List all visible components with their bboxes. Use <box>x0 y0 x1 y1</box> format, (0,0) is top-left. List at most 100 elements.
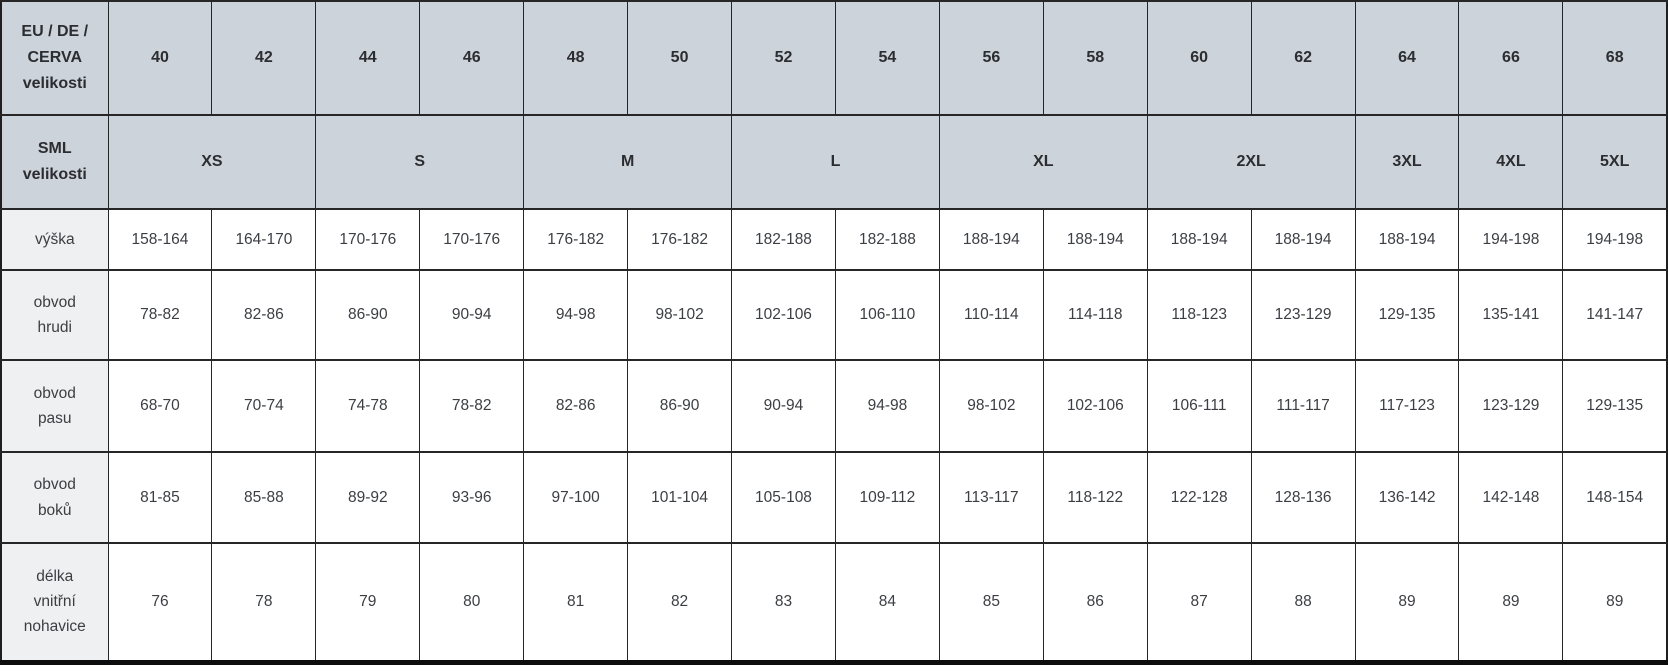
measurement-value-cell: 86-90 <box>627 359 733 453</box>
measurement-value-cell: 68-70 <box>107 359 213 453</box>
eu-size-header-cell: 58 <box>1042 0 1148 116</box>
measurement-value-cell: 81 <box>523 542 629 663</box>
measurement-value-cell: 110-114 <box>938 269 1044 361</box>
measurement-value-cell: 70-74 <box>211 359 317 453</box>
measurement-value-cell: 98-102 <box>627 269 733 361</box>
measurement-value-cell: 79 <box>315 542 421 663</box>
measurement-value-cell: 90-94 <box>419 269 525 361</box>
measurement-value-cell: 105-108 <box>731 451 836 544</box>
measurement-value-cell: 78 <box>211 542 317 663</box>
measurement-value-cell: 86 <box>1042 542 1148 663</box>
measurement-value-cell: 82-86 <box>211 269 317 361</box>
measurement-value-cell: 176-182 <box>627 208 733 271</box>
measurement-value-cell: 170-176 <box>419 208 525 271</box>
measurement-value-cell: 89 <box>1458 542 1564 663</box>
eu-size-header-cell: 48 <box>523 0 629 116</box>
measurement-value-cell: 106-111 <box>1146 359 1252 453</box>
measurement-row-label: obvod boků <box>0 451 109 544</box>
measurement-value-cell: 89 <box>1354 542 1460 663</box>
measurement-value-cell: 102-106 <box>731 269 836 361</box>
measurement-value-cell: 142-148 <box>1458 451 1564 544</box>
measurement-value-cell: 101-104 <box>627 451 733 544</box>
measurement-value-cell: 85 <box>938 542 1044 663</box>
measurement-value-cell: 98-102 <box>938 359 1044 453</box>
measurement-value-cell: 90-94 <box>731 359 836 453</box>
measurement-value-cell: 94-98 <box>523 269 629 361</box>
measurement-row-label: délka vnitřní nohavice <box>0 542 109 663</box>
measurement-value-cell: 109-112 <box>834 451 940 544</box>
measurement-value-cell: 80 <box>419 542 525 663</box>
sml-group-cell: XS <box>107 114 317 210</box>
measurement-value-cell: 148-154 <box>1562 451 1668 544</box>
measurement-value-cell: 188-194 <box>1250 208 1356 271</box>
measurement-value-cell: 188-194 <box>1146 208 1252 271</box>
measurement-row: výška 158-164 164-170 170-176 170-176 176-182… <box>0 208 1668 271</box>
measurement-value-cell: 194-198 <box>1562 208 1668 271</box>
measurement-value-cell: 106-110 <box>834 269 940 361</box>
eu-size-header-cell: 50 <box>627 0 733 116</box>
eu-size-header-cell: 62 <box>1250 0 1356 116</box>
measurement-row: délka vnitřní nohavice 76 78 79 80 81 82 83 84 85… <box>0 542 1668 663</box>
measurement-value-cell: 78-82 <box>419 359 525 453</box>
eu-size-header-cell: 52 <box>731 0 836 116</box>
measurement-value-cell: 182-188 <box>731 208 836 271</box>
measurement-value-cell: 135-141 <box>1458 269 1564 361</box>
eu-size-header-cell: 54 <box>834 0 940 116</box>
measurement-value-cell: 194-198 <box>1458 208 1564 271</box>
sml-group-cell: XL <box>938 114 1148 210</box>
measurement-value-cell: 93-96 <box>419 451 525 544</box>
measurement-value-cell: 136-142 <box>1354 451 1460 544</box>
measurement-value-cell: 129-135 <box>1562 359 1668 453</box>
measurement-value-cell: 118-122 <box>1042 451 1148 544</box>
measurement-value-cell: 82 <box>627 542 733 663</box>
measurement-value-cell: 111-117 <box>1250 359 1356 453</box>
measurement-value-cell: 188-194 <box>1042 208 1148 271</box>
eu-size-header-cell: 44 <box>315 0 421 116</box>
measurement-value-cell: 123-129 <box>1458 359 1564 453</box>
measurement-value-cell: 78-82 <box>107 269 213 361</box>
measurement-value-cell: 74-78 <box>315 359 421 453</box>
measurement-value-cell: 81-85 <box>107 451 213 544</box>
measurement-value-cell: 158-164 <box>107 208 213 271</box>
eu-size-header-cell: 56 <box>938 0 1044 116</box>
measurement-value-cell: 123-129 <box>1250 269 1356 361</box>
sml-group-cell: M <box>523 114 733 210</box>
sml-group-cell: 5XL <box>1562 114 1668 210</box>
measurement-value-cell: 89 <box>1562 542 1668 663</box>
eu-size-header-cell: 60 <box>1146 0 1252 116</box>
measurement-value-cell: 188-194 <box>1354 208 1460 271</box>
measurement-value-cell: 97-100 <box>523 451 629 544</box>
measurement-value-cell: 83 <box>731 542 836 663</box>
sml-group-cell: 4XL <box>1458 114 1564 210</box>
measurement-row: obvod hrudi 78-82 82-86 86-90 90-94 94-98 98-1… <box>0 269 1668 361</box>
measurement-value-cell: 188-194 <box>938 208 1044 271</box>
measurement-value-cell: 182-188 <box>834 208 940 271</box>
eu-size-header-cell: 64 <box>1354 0 1460 116</box>
sml-group-cell: S <box>315 114 525 210</box>
measurement-value-cell: 86-90 <box>315 269 421 361</box>
measurement-value-cell: 141-147 <box>1562 269 1668 361</box>
measurement-row-label: obvod hrudi <box>0 269 109 361</box>
measurement-value-cell: 102-106 <box>1042 359 1148 453</box>
eu-sizes-row: EU / DE / CERVA velikosti 40 42 44 46 48 50 52 5… <box>0 0 1668 116</box>
measurement-value-cell: 117-123 <box>1354 359 1460 453</box>
measurement-value-cell: 128-136 <box>1250 451 1356 544</box>
measurement-value-cell: 87 <box>1146 542 1252 663</box>
eu-size-header-cell: 66 <box>1458 0 1564 116</box>
measurement-value-cell: 170-176 <box>315 208 421 271</box>
measurement-value-cell: 85-88 <box>211 451 317 544</box>
measurement-value-cell: 113-117 <box>938 451 1044 544</box>
measurement-value-cell: 114-118 <box>1042 269 1148 361</box>
measurement-value-cell: 84 <box>834 542 940 663</box>
measurement-row-label: obvod pasu <box>0 359 109 453</box>
eu-size-header-cell: 42 <box>211 0 317 116</box>
sml-group-cell: L <box>731 114 940 210</box>
measurement-value-cell: 122-128 <box>1146 451 1252 544</box>
eu-size-header-cell: 68 <box>1562 0 1668 116</box>
measurement-value-cell: 82-86 <box>523 359 629 453</box>
measurement-value-cell: 129-135 <box>1354 269 1460 361</box>
measurement-value-cell: 88 <box>1250 542 1356 663</box>
eu-size-header-cell: 40 <box>107 0 213 116</box>
